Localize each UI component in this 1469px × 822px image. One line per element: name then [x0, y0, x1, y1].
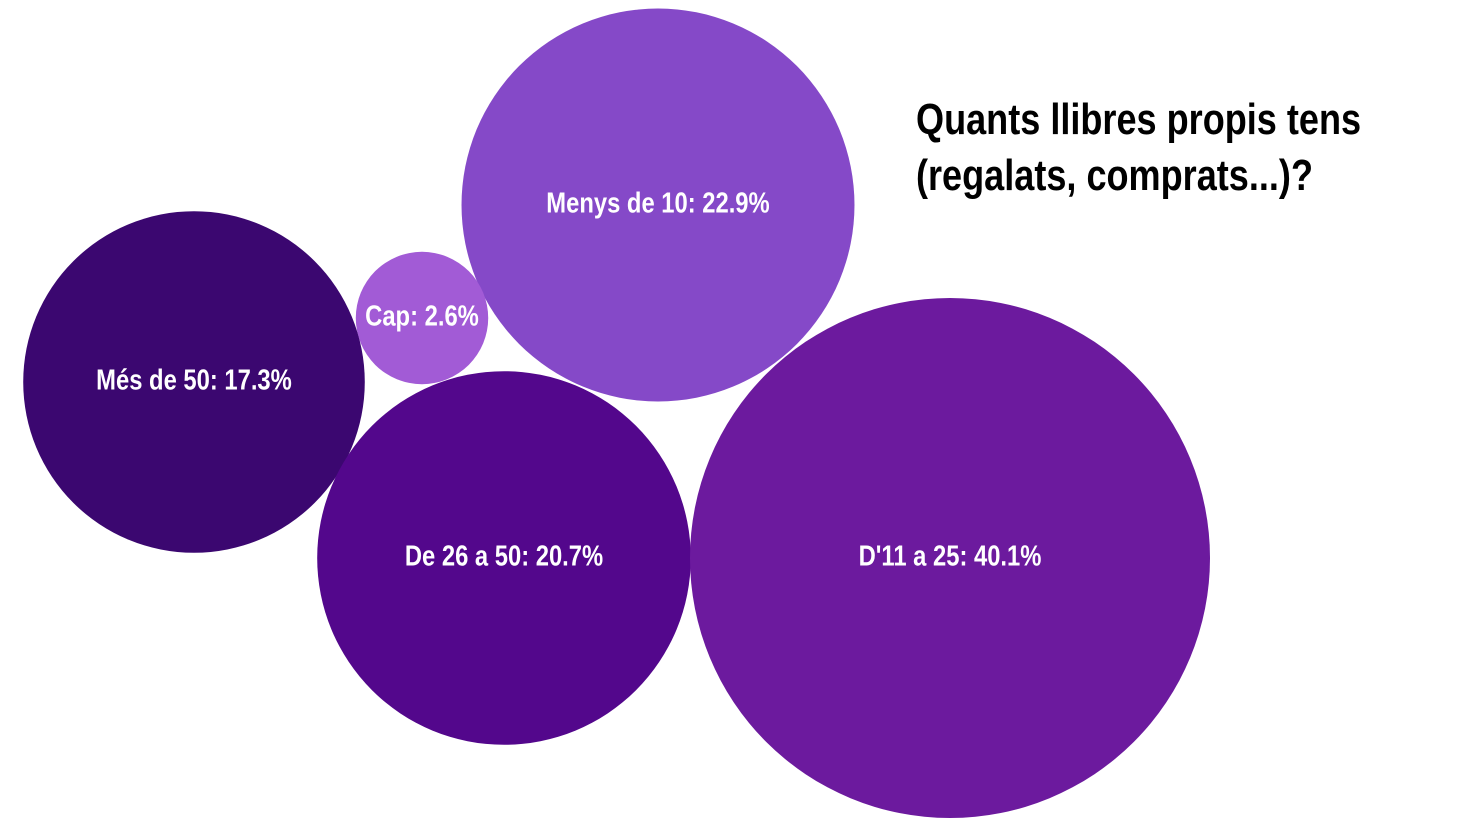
bubble — [23, 211, 365, 553]
bubble — [317, 371, 691, 745]
bubble — [461, 8, 855, 402]
data-label: Cap: 2.6% — [365, 301, 479, 333]
data-label: D'11 a 25: 40.1% — [859, 541, 1042, 573]
bubble — [689, 297, 1211, 819]
chart-title: Quants llibres propis tens (regalats, co… — [916, 95, 1362, 200]
data-label: De 26 a 50: 20.7% — [405, 541, 603, 573]
data-label: Menys de 10: 22.9% — [546, 188, 770, 220]
data-label: Més de 50: 17.3% — [96, 365, 292, 397]
bubble — [355, 251, 489, 385]
